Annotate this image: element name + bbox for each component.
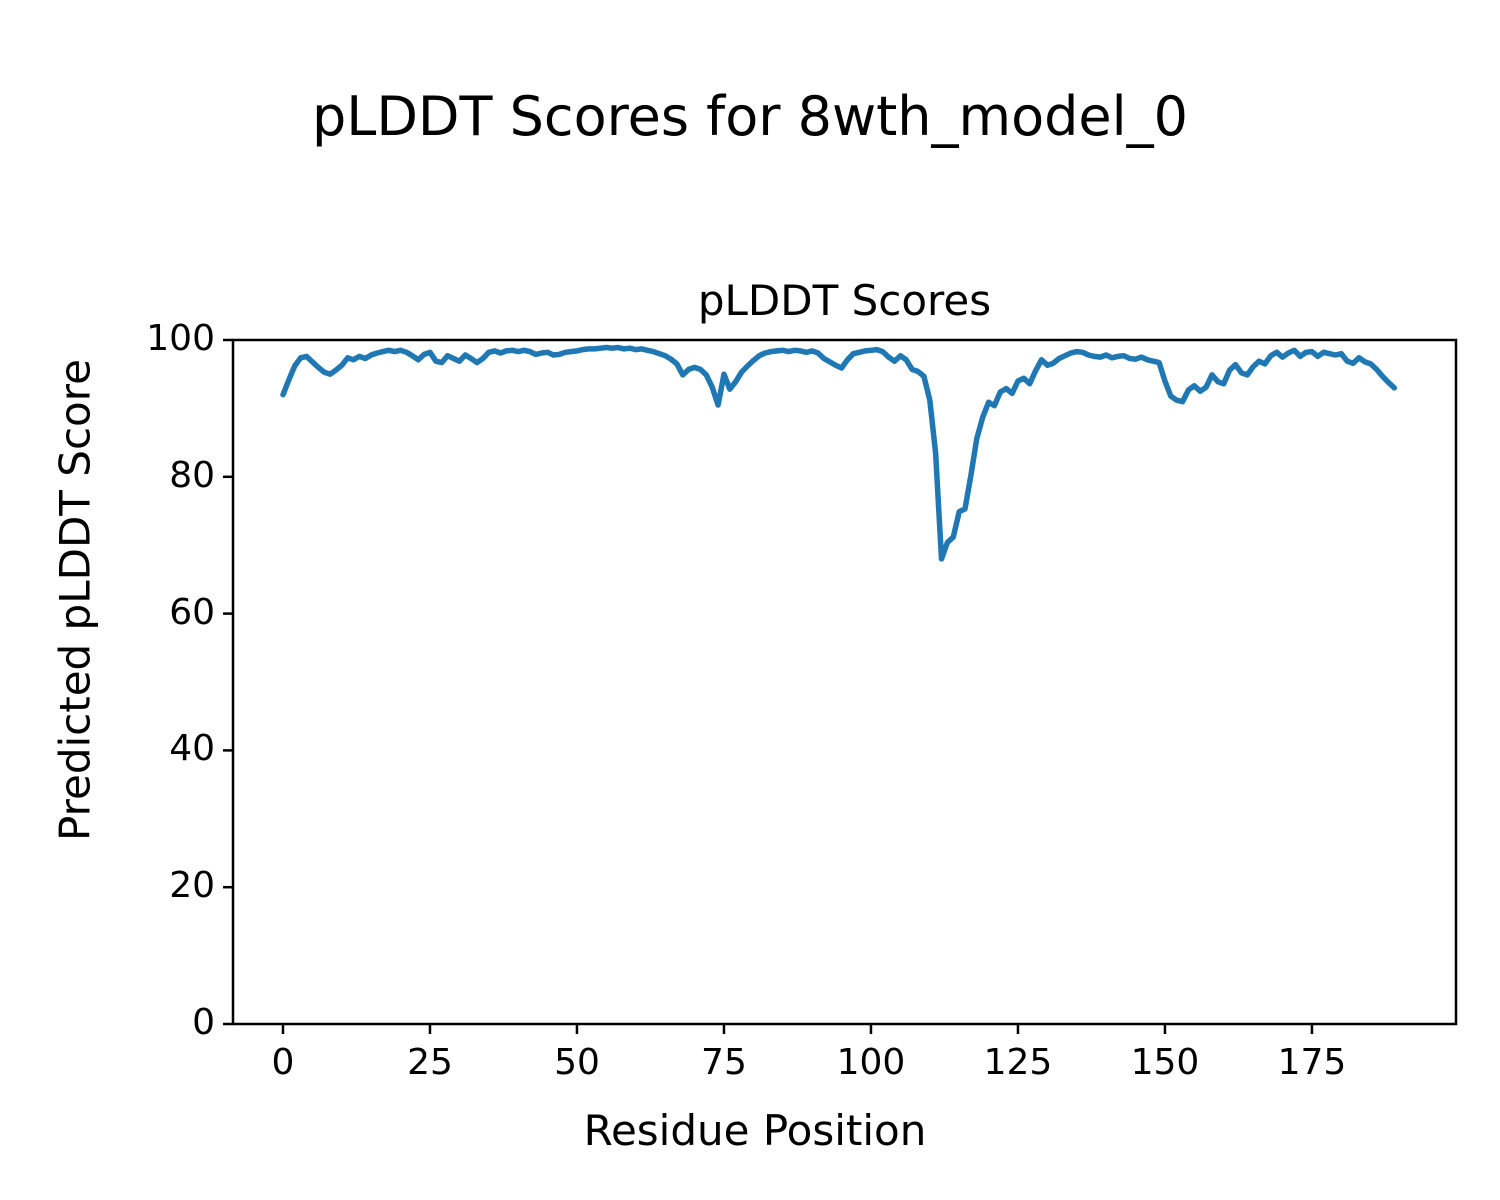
figure-title: pLDDT Scores for 8wth_model_0 (311, 85, 1189, 148)
y-tick-label: 80 (169, 454, 215, 496)
x-tick-label: 100 (836, 1042, 906, 1083)
x-tick-label: 0 (271, 1042, 295, 1083)
axes-title: pLDDT Scores (697, 276, 992, 325)
x-tick-label: 25 (407, 1042, 453, 1083)
y-tick-label: 40 (169, 728, 215, 770)
x-tick-label: 75 (701, 1042, 747, 1083)
y-tick-label: 20 (169, 865, 215, 907)
x-tick-label: 150 (1130, 1042, 1200, 1083)
x-tick-label: 125 (983, 1042, 1053, 1083)
plddt-score-line (280, 344, 1398, 562)
x-tick-label: 50 (554, 1042, 600, 1083)
x-axis-label: Residue Position (583, 1106, 927, 1155)
y-tick-label: 100 (146, 318, 215, 359)
x-tick-label: 175 (1277, 1042, 1347, 1083)
axes-spines (231, 338, 1458, 1026)
y-tick-label: 0 (192, 1002, 215, 1043)
y-tick-label: 60 (169, 591, 215, 633)
